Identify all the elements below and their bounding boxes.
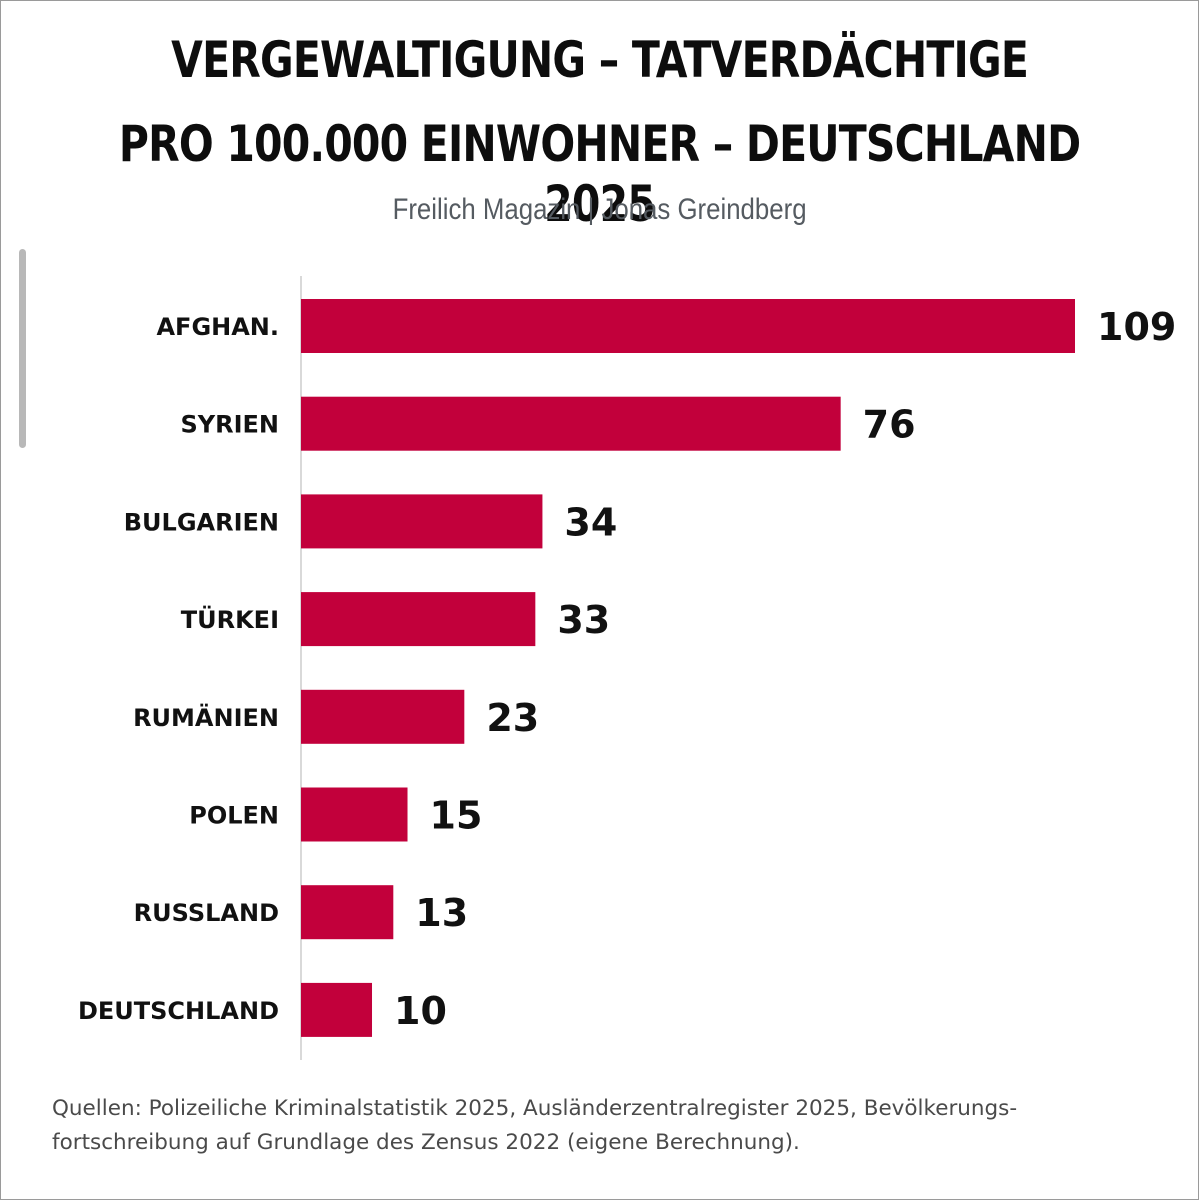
chart-title-line-1: VERGEWALTIGUNG – TATVERDÄCHTIGE (171, 31, 1029, 89)
bar-6 (301, 885, 394, 940)
chart-subtitle: Freilich Magazin | Jonas Greindberg (392, 193, 807, 226)
category-label: BULGARIEN (124, 508, 279, 536)
bar-7 (301, 982, 373, 1037)
bar-5 (301, 787, 408, 842)
category-label: RUSSLAND (134, 899, 279, 927)
scrollbar-thumb[interactable] (19, 249, 26, 448)
bar-4 (301, 689, 465, 744)
value-label: 33 (557, 598, 610, 642)
value-label: 15 (430, 794, 483, 838)
value-label: 23 (486, 696, 539, 740)
value-label: 76 (863, 403, 916, 447)
value-label: 10 (394, 989, 447, 1033)
bar-2 (301, 494, 543, 549)
source-note: Quellen: Polizeiliche Kriminalstatistik … (52, 1096, 1018, 1155)
value-label: 34 (564, 500, 617, 544)
value-label: 13 (415, 891, 468, 935)
bar-1 (301, 396, 841, 451)
category-label: RUMÄNIEN (133, 703, 279, 732)
value-label: 109 (1097, 305, 1176, 349)
category-label: AFGHAN. (156, 313, 279, 341)
chart-title-line-2: PRO 100.000 EINWOHNER – DEUTSCHLAND 2025 (118, 115, 1081, 233)
category-label: POLEN (189, 802, 279, 830)
bar-3 (301, 592, 536, 647)
category-label: TÜRKEI (181, 604, 279, 634)
category-label: DEUTSCHLAND (78, 997, 279, 1025)
category-label: SYRIEN (180, 411, 279, 439)
bar-0 (301, 299, 1075, 353)
